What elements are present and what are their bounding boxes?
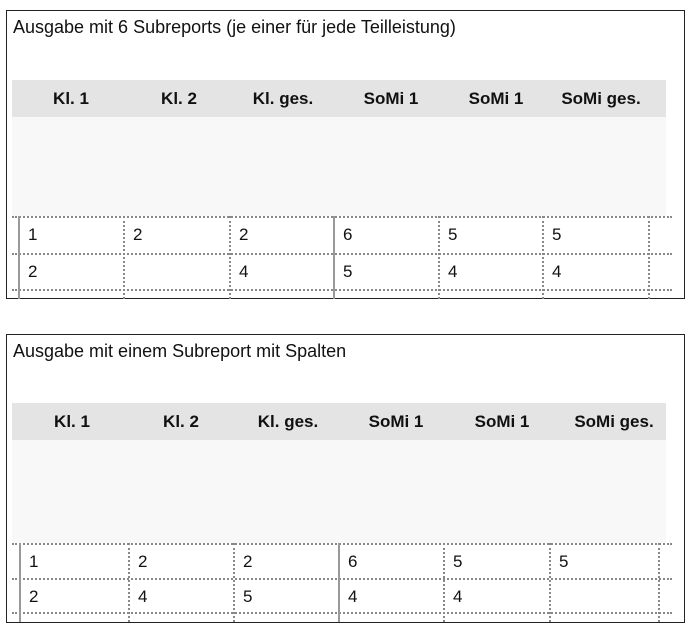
header-row: Kl. 1 Kl. 2 Kl. ges. SoMi 1 SoMi 1 SoMi ges. [12,80,666,117]
table-cell: 2 [28,261,38,281]
column-divider [123,216,125,299]
column-header: Kl. ges. [257,412,319,431]
column-header: Kl. 1 [53,89,89,108]
table-cell: 6 [348,552,358,571]
column-divider [18,216,20,299]
row-divider [12,612,672,614]
report-panel-2: Ausgabe mit einem Subreport mit Spalten K… [6,334,685,623]
header-row: Kl. 1 Kl. 2 Kl. ges. SoMi 1 SoMi 1 SoMi ges. [12,403,666,440]
table-cell: 2 [239,225,249,244]
table-cell: 5 [343,261,353,281]
column-divider [233,543,235,622]
column-divider [128,543,130,622]
column-header: SoMi 1 [368,412,424,431]
table-cell: 2 [29,586,39,606]
report-panel-1: Ausgabe mit 6 Subreports (je einer für j… [6,10,685,299]
column-header: SoMi ges. [561,89,641,108]
row-divider [12,289,672,291]
panel-title: Ausgabe mit einem Subreport mit Spalten [13,341,347,361]
column-divider [658,543,660,622]
column-divider [648,216,650,299]
column-header: Kl. 1 [54,412,90,431]
column-header: SoMi 1 [363,89,419,108]
table-cell: 1 [28,225,38,244]
table-cell: 5 [453,552,463,571]
column-divider [229,216,231,299]
row-divider [12,543,672,545]
table-cell: 6 [343,225,353,244]
column-divider [542,216,544,299]
table-cell: 2 [138,552,148,571]
table-cell: 5 [243,586,253,606]
table-cell: 1 [29,552,39,571]
column-divider [443,543,445,622]
row-divider [12,216,672,218]
column-header: SoMi ges. [574,412,654,431]
detail-area [12,440,666,543]
column-header: SoMi 1 [474,412,530,431]
table-cell: 4 [138,586,148,606]
row-divider [12,252,672,255]
column-divider [549,543,551,622]
table-cell: 5 [559,552,569,571]
column-divider [338,543,340,622]
column-divider [19,543,21,622]
column-header: Kl. ges. [252,89,314,108]
panel-title: Ausgabe mit 6 Subreports (je einer für j… [13,17,456,37]
detail-area [12,117,666,216]
table-cell: 4 [239,261,249,281]
column-header: Kl. 2 [163,412,199,431]
table-cell: 4 [448,261,458,281]
column-divider [438,216,440,299]
table-cell: 5 [552,225,562,244]
table-cell: 5 [448,225,458,244]
table-cell: 4 [552,261,562,281]
table-cell: 2 [243,552,253,571]
table-cell: 4 [453,586,463,606]
table-cell: 4 [348,586,358,606]
column-divider [333,216,335,299]
table-cell: 2 [133,225,143,244]
column-header: Kl. 2 [161,89,197,108]
row-divider [12,577,672,580]
column-header: SoMi 1 [468,89,524,108]
